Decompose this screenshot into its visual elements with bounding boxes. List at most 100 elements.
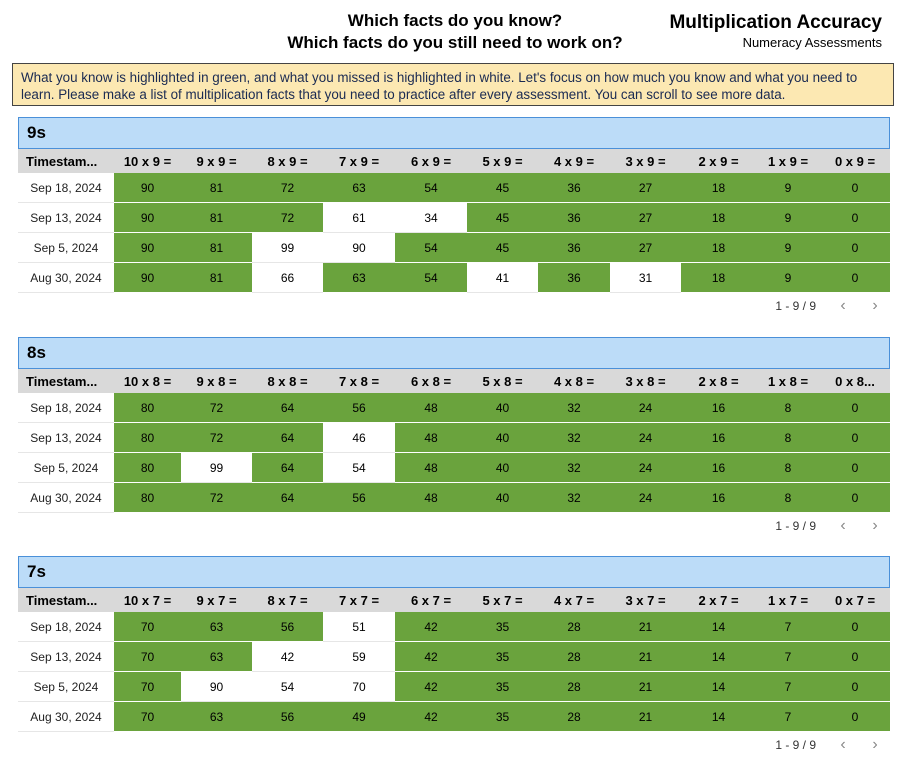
column-header-fact[interactable]: 9 x 9 =: [181, 149, 252, 173]
column-header-fact[interactable]: 4 x 8 =: [538, 369, 610, 393]
answer-cell-known: 8: [756, 452, 820, 483]
column-header-fact[interactable]: 9 x 8 =: [181, 369, 252, 393]
answer-cell-known: 40: [467, 452, 538, 483]
answer-cell-known: 0: [820, 482, 890, 513]
column-header-fact[interactable]: 3 x 7 =: [610, 588, 681, 612]
column-header-fact[interactable]: 10 x 8 =: [114, 369, 181, 393]
column-header-fact[interactable]: 5 x 7 =: [467, 588, 538, 612]
chevron-right-icon[interactable]: ›: [872, 517, 878, 534]
answer-cell-known: 16: [681, 422, 756, 453]
column-header-fact[interactable]: 1 x 9 =: [756, 149, 820, 173]
answer-cell-known: 80: [114, 482, 181, 513]
row-date: Sep 13, 2024: [18, 202, 114, 233]
pagination: 1 - 9 / 9 ‹ ›: [18, 293, 890, 319]
answer-cell-known: 0: [820, 701, 890, 732]
answer-cell-known: 27: [610, 202, 681, 233]
answer-cell-known: 90: [114, 232, 181, 263]
column-header-fact[interactable]: 4 x 9 =: [538, 149, 610, 173]
table-row: Sep 5, 2024 80 99 64 54 48 40 32 24 16 8 0: [18, 452, 890, 483]
answer-cell-known: 45: [467, 232, 538, 263]
report-subtitle: Numeracy Assessments: [742, 35, 882, 50]
column-header-fact[interactable]: 6 x 8 =: [395, 369, 467, 393]
answer-cell-missed: 61: [323, 202, 395, 233]
column-header-fact[interactable]: 8 x 7 =: [252, 588, 323, 612]
column-header-timestamp[interactable]: Timestam...: [18, 149, 114, 173]
answer-cell-known: 48: [395, 393, 467, 423]
column-header-fact[interactable]: 1 x 8 =: [756, 369, 820, 393]
column-header-fact[interactable]: 4 x 7 =: [538, 588, 610, 612]
answer-cell-missed: 31: [610, 262, 681, 293]
column-header-fact[interactable]: 0 x 7 =: [820, 588, 890, 612]
answer-cell-known: 16: [681, 393, 756, 423]
answer-cell-known: 63: [181, 612, 252, 642]
results-table: Timestam... 10 x 8 = 9 x 8 = 8 x 8 = 7 x 8 =…: [18, 369, 890, 513]
chevron-left-icon[interactable]: ‹: [840, 297, 846, 314]
section-7s: 7s Timestam... 10 x 7 = 9 x 7 = 8 x 7 = 7 x 7…: [18, 556, 890, 758]
column-header-timestamp[interactable]: Timestam...: [18, 369, 114, 393]
answer-cell-known: 36: [538, 202, 610, 233]
column-header-timestamp[interactable]: Timestam...: [18, 588, 114, 612]
column-header-fact[interactable]: 3 x 9 =: [610, 149, 681, 173]
answer-cell-known: 28: [538, 671, 610, 702]
column-header-fact[interactable]: 8 x 9 =: [252, 149, 323, 173]
answer-cell-known: 0: [820, 452, 890, 483]
answer-cell-known: 7: [756, 701, 820, 732]
pagination: 1 - 9 / 9 ‹ ›: [18, 732, 890, 758]
column-header-fact[interactable]: 5 x 9 =: [467, 149, 538, 173]
table-row: Aug 30, 2024 70 63 56 49 42 35 28 21 14 7 0: [18, 701, 890, 732]
answer-cell-missed: 99: [181, 452, 252, 483]
answer-cell-known: 56: [323, 393, 395, 423]
answer-cell-missed: 54: [252, 671, 323, 702]
answer-cell-known: 16: [681, 452, 756, 483]
chevron-left-icon[interactable]: ‹: [840, 736, 846, 753]
answer-cell-known: 27: [610, 173, 681, 203]
column-header-fact[interactable]: 6 x 7 =: [395, 588, 467, 612]
column-header-fact[interactable]: 0 x 8...: [820, 369, 890, 393]
answer-cell-known: 0: [820, 393, 890, 423]
column-header-fact[interactable]: 10 x 9 =: [114, 149, 181, 173]
row-date: Sep 5, 2024: [18, 232, 114, 263]
answer-cell-known: 0: [820, 671, 890, 702]
column-header-fact[interactable]: 0 x 9 =: [820, 149, 890, 173]
answer-cell-known: 63: [323, 173, 395, 203]
column-header-fact[interactable]: 2 x 8 =: [681, 369, 756, 393]
answer-cell-known: 0: [820, 173, 890, 203]
answer-cell-known: 72: [252, 202, 323, 233]
column-header-fact[interactable]: 7 x 9 =: [323, 149, 395, 173]
pagination: 1 - 9 / 9 ‹ ›: [18, 513, 890, 539]
answer-cell-known: 24: [610, 452, 681, 483]
column-header-fact[interactable]: 6 x 9 =: [395, 149, 467, 173]
chevron-right-icon[interactable]: ›: [872, 297, 878, 314]
row-date: Sep 5, 2024: [18, 671, 114, 702]
answer-cell-known: 70: [114, 701, 181, 732]
answer-cell-known: 35: [467, 612, 538, 642]
answer-cell-known: 63: [323, 262, 395, 293]
answer-cell-missed: 59: [323, 641, 395, 672]
chevron-left-icon[interactable]: ‹: [840, 517, 846, 534]
answer-cell-known: 64: [252, 452, 323, 483]
chevron-right-icon[interactable]: ›: [872, 736, 878, 753]
column-header-fact[interactable]: 7 x 7 =: [323, 588, 395, 612]
column-header-fact[interactable]: 8 x 8 =: [252, 369, 323, 393]
section-title: 8s: [18, 337, 890, 369]
report-title: Multiplication Accuracy: [669, 12, 882, 33]
answer-cell-known: 14: [681, 701, 756, 732]
answer-cell-known: 21: [610, 641, 681, 672]
answer-cell-known: 56: [252, 701, 323, 732]
column-header-fact[interactable]: 2 x 7 =: [681, 588, 756, 612]
header-row: Timestam... 10 x 9 = 9 x 9 = 8 x 9 = 7 x 9 =…: [18, 149, 890, 173]
column-header-fact[interactable]: 5 x 8 =: [467, 369, 538, 393]
answer-cell-known: 80: [114, 393, 181, 423]
column-header-fact[interactable]: 2 x 9 =: [681, 149, 756, 173]
column-header-fact[interactable]: 3 x 8 =: [610, 369, 681, 393]
column-header-fact[interactable]: 7 x 8 =: [323, 369, 395, 393]
answer-cell-known: 72: [252, 173, 323, 203]
column-header-fact[interactable]: 1 x 7 =: [756, 588, 820, 612]
column-header-fact[interactable]: 9 x 7 =: [181, 588, 252, 612]
table-row: Sep 18, 2024 90 81 72 63 54 45 36 27 18 9 0: [18, 173, 890, 203]
answer-cell-known: 16: [681, 482, 756, 513]
answer-cell-missed: 41: [467, 262, 538, 293]
column-header-fact[interactable]: 10 x 7 =: [114, 588, 181, 612]
answer-cell-known: 48: [395, 482, 467, 513]
answer-cell-known: 45: [467, 173, 538, 203]
